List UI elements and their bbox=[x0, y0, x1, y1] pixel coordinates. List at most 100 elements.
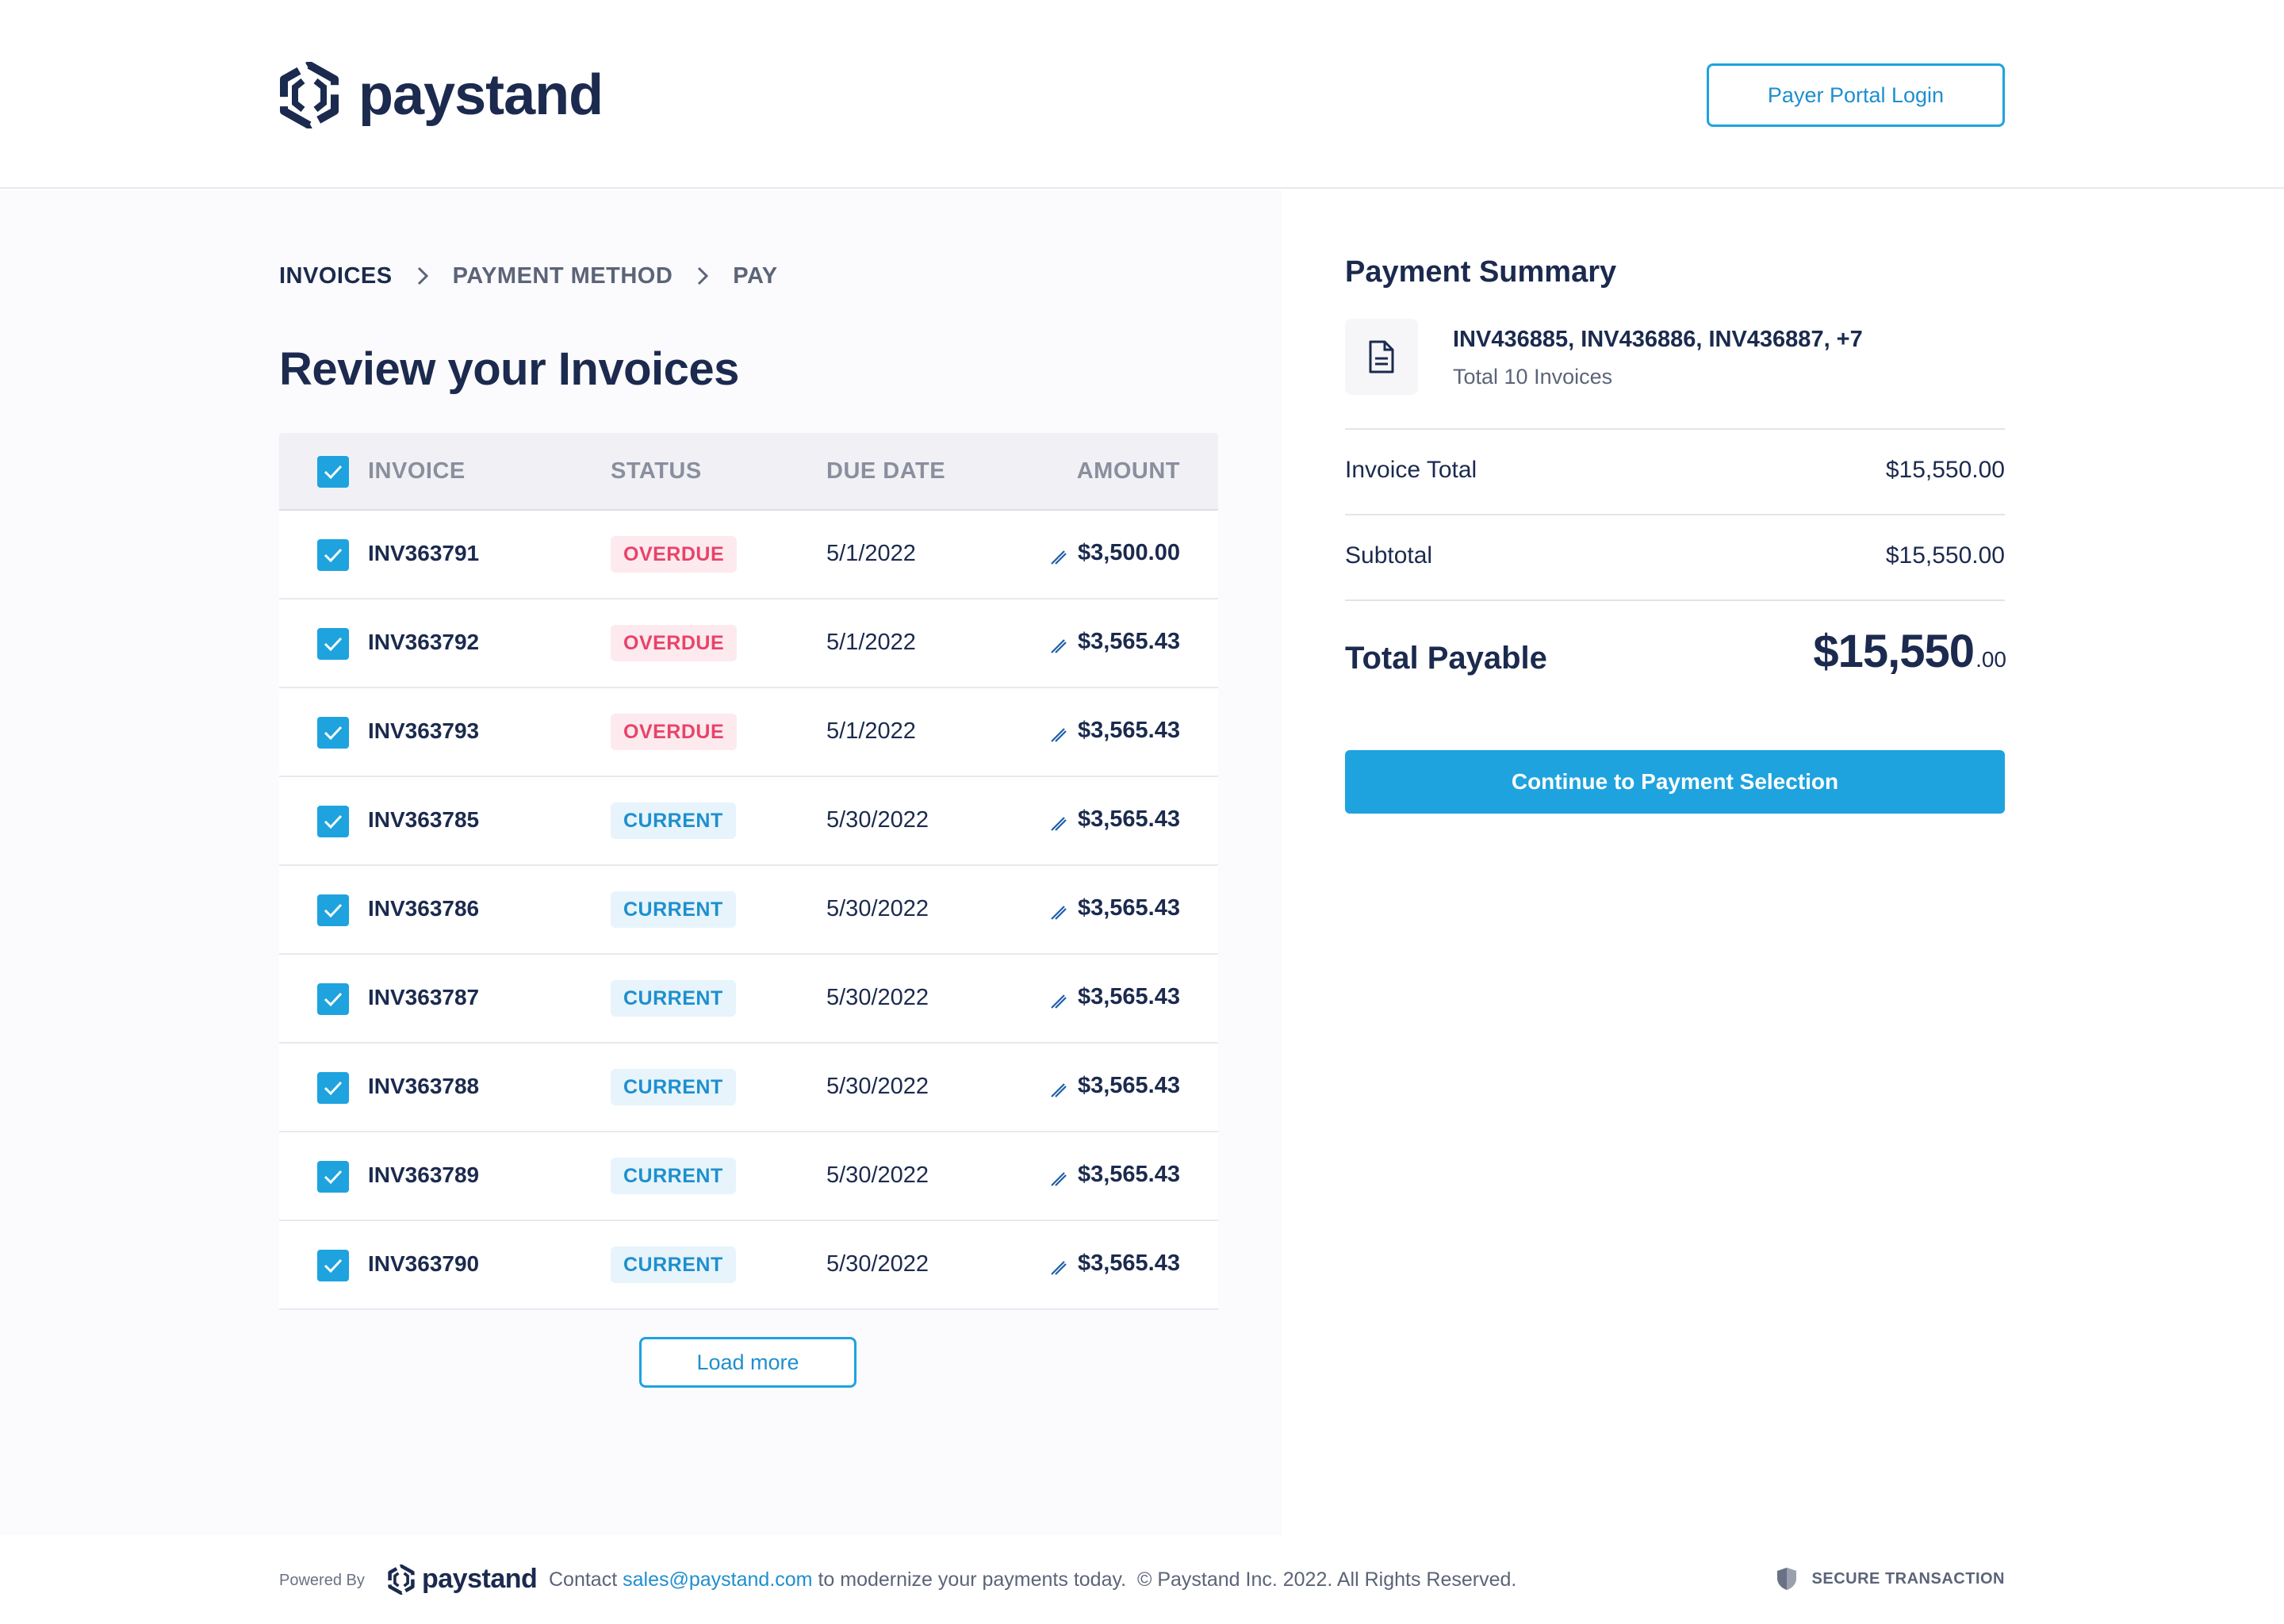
breadcrumb-pay[interactable]: PAY bbox=[733, 262, 778, 289]
payment-summary-panel: Payment Summary INV436885, INV436886, IN… bbox=[1282, 190, 2284, 1535]
table-row[interactable]: INV363793 OVERDUE 5/1/2022 $3,565.43 bbox=[279, 688, 1218, 777]
amount-value: $3,565.43 bbox=[1077, 894, 1180, 921]
due-date: 5/30/2022 bbox=[826, 807, 929, 833]
table-row[interactable]: INV363790 CURRENT 5/30/2022 $3,565.43 bbox=[279, 1221, 1218, 1310]
header: paystand Payer Portal Login bbox=[0, 0, 2284, 189]
pencil-icon[interactable] bbox=[1049, 991, 1068, 1010]
invoice-number: INV363792 bbox=[368, 630, 480, 654]
breadcrumb-invoices[interactable]: INVOICES bbox=[279, 262, 393, 289]
amount[interactable]: $3,565.43 bbox=[1049, 894, 1180, 921]
status-badge: CURRENT bbox=[611, 1069, 736, 1105]
breadcrumb-payment-method[interactable]: PAYMENT METHOD bbox=[452, 262, 673, 289]
footer-paystand-logo[interactable]: paystand bbox=[387, 1564, 538, 1595]
invoice-total-value: $15,550.00 bbox=[1885, 457, 2005, 483]
amount-value: $3,565.43 bbox=[1077, 983, 1180, 1009]
table-row[interactable]: INV363791 OVERDUE 5/1/2022 $3,500.00 bbox=[279, 511, 1218, 599]
amount-value: $3,500.00 bbox=[1077, 539, 1180, 565]
chevron-right-icon bbox=[685, 259, 720, 293]
row-checkbox[interactable] bbox=[317, 1250, 349, 1281]
table-row[interactable]: INV363789 CURRENT 5/30/2022 $3,565.43 bbox=[279, 1132, 1218, 1221]
row-checkbox[interactable] bbox=[317, 894, 349, 926]
due-date: 5/30/2022 bbox=[826, 985, 929, 1010]
table-header: INVOICE STATUS DUE DATE AMOUNT bbox=[279, 433, 1218, 511]
checkbox-checked-icon bbox=[324, 548, 343, 563]
column-header-invoice[interactable]: INVOICE bbox=[368, 458, 466, 484]
due-date: 5/30/2022 bbox=[826, 1251, 929, 1277]
checkbox-checked-icon bbox=[324, 1170, 343, 1185]
sales-email-link[interactable]: sales@paystand.com bbox=[623, 1568, 813, 1591]
paystand-logo[interactable]: paystand bbox=[278, 62, 604, 128]
divider bbox=[1345, 514, 2005, 515]
footer-logo-text: paystand bbox=[422, 1564, 538, 1594]
breadcrumb: INVOICES PAYMENT METHOD PAY bbox=[279, 259, 778, 293]
amount-value: $3,565.43 bbox=[1077, 628, 1180, 654]
due-date: 5/1/2022 bbox=[826, 630, 916, 655]
paystand-logo-icon bbox=[388, 1564, 415, 1595]
checkbox-checked-icon bbox=[324, 903, 343, 918]
due-date: 5/30/2022 bbox=[826, 1074, 929, 1099]
payment-summary-title: Payment Summary bbox=[1345, 255, 1617, 289]
continue-to-payment-selection-button[interactable]: Continue to Payment Selection bbox=[1345, 750, 2005, 814]
pencil-icon[interactable] bbox=[1049, 547, 1068, 566]
status-badge: CURRENT bbox=[611, 802, 736, 839]
logo-text: paystand bbox=[358, 63, 604, 127]
amount[interactable]: $3,565.43 bbox=[1049, 1161, 1180, 1188]
amount-value: $3,565.43 bbox=[1077, 1161, 1180, 1187]
checkbox-checked-icon bbox=[324, 1081, 343, 1096]
row-checkbox[interactable] bbox=[317, 1072, 349, 1104]
paystand-logo-icon bbox=[280, 62, 339, 128]
document-icon bbox=[1369, 340, 1394, 373]
pencil-icon[interactable] bbox=[1049, 814, 1068, 833]
checkbox-checked-icon bbox=[324, 992, 343, 1007]
table-row[interactable]: INV363787 CURRENT 5/30/2022 $3,565.43 bbox=[279, 955, 1218, 1044]
selected-invoice-list: INV436885, INV436886, INV436887, +7 bbox=[1453, 327, 1863, 352]
column-header-amount[interactable]: AMOUNT bbox=[1076, 458, 1180, 484]
amount[interactable]: $3,565.43 bbox=[1049, 1250, 1180, 1277]
amount-value: $3,565.43 bbox=[1077, 717, 1180, 743]
checkbox-checked-icon bbox=[324, 726, 343, 741]
amount[interactable]: $3,565.43 bbox=[1049, 806, 1180, 833]
amount[interactable]: $3,565.43 bbox=[1049, 983, 1180, 1010]
table-row[interactable]: INV363786 CURRENT 5/30/2022 $3,565.43 bbox=[279, 866, 1218, 955]
row-checkbox[interactable] bbox=[317, 1161, 349, 1193]
select-all-checkbox[interactable] bbox=[317, 456, 349, 488]
chevron-right-icon bbox=[405, 259, 440, 293]
checkbox-checked-icon bbox=[324, 814, 343, 829]
load-more-button[interactable]: Load more bbox=[639, 1337, 856, 1388]
row-checkbox[interactable] bbox=[317, 539, 349, 571]
pencil-icon[interactable] bbox=[1049, 1169, 1068, 1188]
page-title: Review your Invoices bbox=[279, 343, 739, 395]
amount[interactable]: $3,565.43 bbox=[1049, 628, 1180, 655]
amount[interactable]: $3,565.43 bbox=[1049, 717, 1180, 744]
table-row[interactable]: INV363792 OVERDUE 5/1/2022 $3,565.43 bbox=[279, 599, 1218, 688]
column-header-status[interactable]: STATUS bbox=[611, 458, 702, 484]
status-badge: CURRENT bbox=[611, 1247, 736, 1283]
pencil-icon[interactable] bbox=[1049, 902, 1068, 921]
invoice-number: INV363789 bbox=[368, 1162, 480, 1187]
divider bbox=[1345, 599, 2005, 601]
footer: Powered By paystand Contact sales@paysta… bbox=[0, 1535, 2284, 1624]
total-payable-amount: $15,550 bbox=[1813, 626, 1975, 677]
due-date: 5/30/2022 bbox=[826, 1162, 929, 1188]
invoice-number: INV363788 bbox=[368, 1074, 480, 1098]
row-checkbox[interactable] bbox=[317, 983, 349, 1015]
footer-contact-prefix: Contact bbox=[549, 1568, 623, 1591]
status-badge: CURRENT bbox=[611, 891, 736, 928]
pencil-icon[interactable] bbox=[1049, 636, 1068, 655]
amount[interactable]: $3,500.00 bbox=[1049, 539, 1180, 566]
row-checkbox[interactable] bbox=[317, 717, 349, 749]
row-checkbox[interactable] bbox=[317, 628, 349, 660]
row-checkbox[interactable] bbox=[317, 806, 349, 837]
table-row[interactable]: INV363785 CURRENT 5/30/2022 $3,565.43 bbox=[279, 777, 1218, 866]
amount[interactable]: $3,565.43 bbox=[1049, 1072, 1180, 1099]
payer-portal-login-button[interactable]: Payer Portal Login bbox=[1707, 63, 2005, 127]
shield-icon bbox=[1776, 1568, 1796, 1590]
checkbox-checked-icon bbox=[324, 637, 343, 652]
pencil-icon[interactable] bbox=[1049, 725, 1068, 744]
pencil-icon[interactable] bbox=[1049, 1080, 1068, 1099]
amount-value: $3,565.43 bbox=[1077, 806, 1180, 832]
invoice-total-label: Invoice Total bbox=[1345, 457, 1477, 483]
column-header-due-date[interactable]: DUE DATE bbox=[826, 458, 946, 484]
table-row[interactable]: INV363788 CURRENT 5/30/2022 $3,565.43 bbox=[279, 1044, 1218, 1132]
pencil-icon[interactable] bbox=[1049, 1258, 1068, 1277]
